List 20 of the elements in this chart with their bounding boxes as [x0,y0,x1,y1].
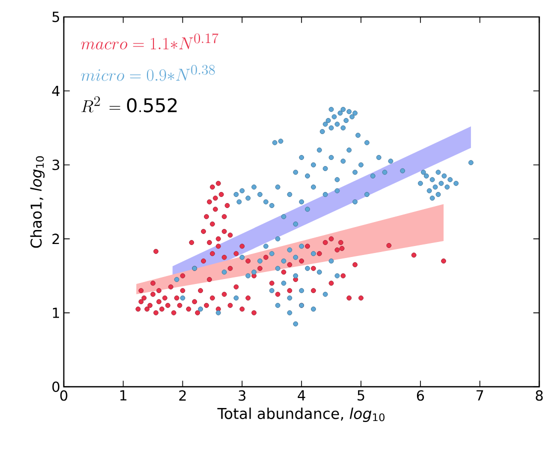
x-tick-label: 3 [238,390,246,402]
y-tick-label: 1 [52,308,60,318]
x-tick-label: 8 [536,390,543,402]
y-tick-label: 0 [52,382,60,392]
x-tick-label: 2 [179,390,186,401]
y-axis-title: Chao1, log$_{10}$ [30,156,45,248]
x-tick-label: 6 [416,390,424,402]
x-tick-label: 1 [120,390,126,401]
annotation: $micro = 0.9{*}N^{0.38}$ [81,65,215,82]
x-tick-label: 0 [60,390,68,402]
y-tick-label: 5 [52,12,60,22]
y-tick-label: 3 [52,160,60,170]
x-tick-label: 7 [476,390,484,401]
y-tick-label: 4 [52,86,60,96]
annotation: $macro = 1.1{*}N^{0.17}$ [81,34,218,50]
annotation: $R^{2}\,=\mathrm{0.552}$ [81,96,177,113]
y-tick-label: 2 [52,234,59,244]
x-tick-label: 4 [298,390,306,401]
x-tick-label: 5 [358,390,364,401]
x-axis-title: Total abundance, log$_{10}$ [217,408,384,422]
